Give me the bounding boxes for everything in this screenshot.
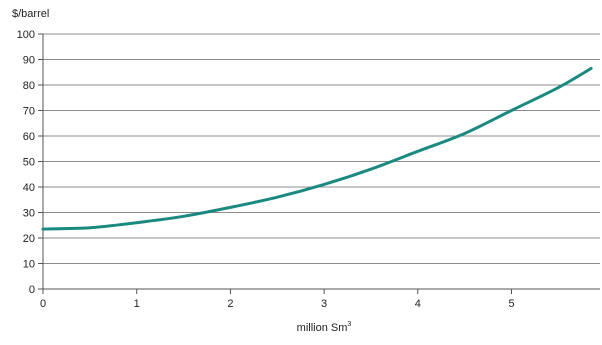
x-axis-title-text: million Sm: [297, 322, 348, 334]
x-axis-title-superscript: 3: [347, 321, 351, 328]
y-tick-label: 20: [23, 233, 35, 245]
x-tick-label: 3: [321, 298, 327, 310]
y-tick-label: 90: [23, 55, 35, 67]
y-axis-ticks: 0 10 20 30 40 50 60 70 80 90 100: [17, 29, 43, 296]
gridlines: [43, 33, 600, 264]
series: [41, 66, 593, 231]
x-tick-label: 2: [227, 298, 233, 310]
y-tick-label: 40: [23, 182, 35, 194]
y-tick-label: 70: [23, 106, 35, 118]
x-tick-label: 5: [508, 298, 514, 310]
y-tick-label: 50: [23, 157, 35, 169]
x-tick-label: 4: [415, 298, 421, 310]
y-tick-label: 80: [23, 80, 35, 92]
x-axis-ticks: 0 1 2 3 4 5: [40, 289, 515, 310]
x-tick-label: 0: [40, 298, 46, 310]
y-tick-label: 10: [23, 259, 35, 271]
y-tick-label: 60: [23, 131, 35, 143]
series-line: [41, 66, 593, 231]
y-tick-label: 100: [17, 29, 35, 41]
y-axis-title: $/barrel: [12, 8, 49, 20]
x-axis-title: million Sm3: [297, 321, 352, 334]
x-tick-label: 1: [134, 298, 140, 310]
y-tick-label: 30: [23, 208, 35, 220]
y-tick-label: 0: [29, 284, 35, 296]
